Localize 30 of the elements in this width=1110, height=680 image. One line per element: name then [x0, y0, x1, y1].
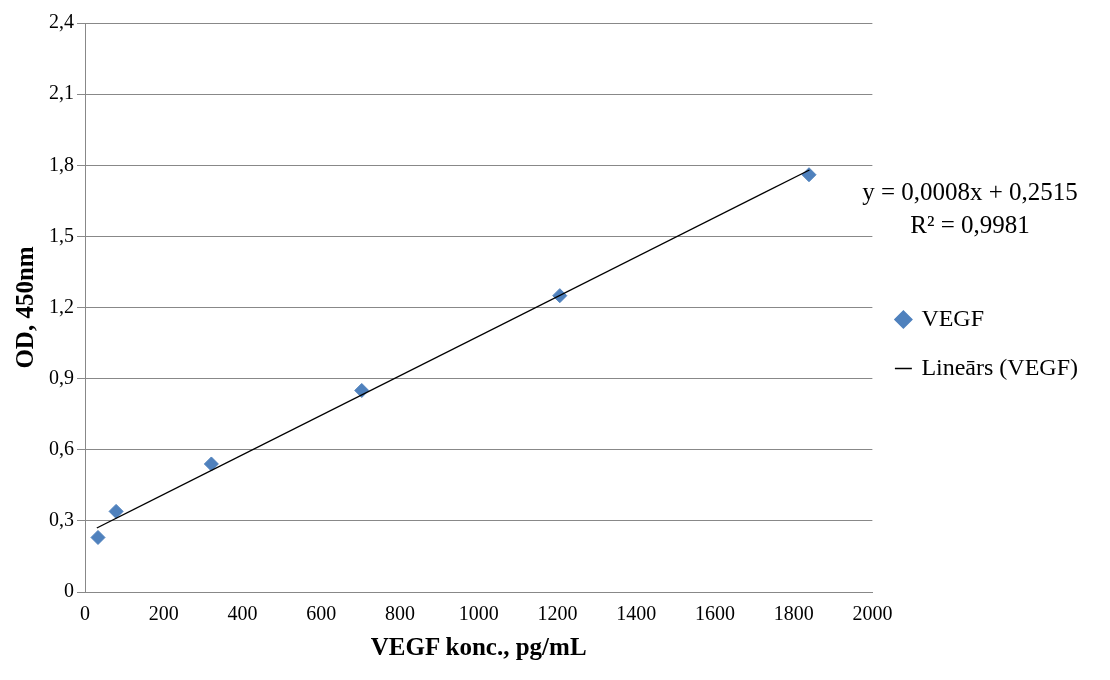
point [108, 503, 124, 519]
y-tick-label: 1,2 [49, 294, 74, 317]
x-tick-label: 400 [227, 602, 258, 625]
y-tick-label: 2,1 [49, 81, 74, 104]
x-tick-label: 1400 [616, 602, 657, 625]
y-tick-label: 0,6 [49, 437, 74, 459]
point [90, 529, 106, 545]
annotation: y = 0,0008x + 0,2515 R² = 0,9981 [862, 177, 1078, 238]
y-tick-label: 1,8 [49, 152, 74, 175]
y-axis-title: OD, 450nm [11, 246, 39, 369]
y-tick-label: 0 [64, 579, 74, 602]
y-tick-label: 2,4 [49, 10, 74, 33]
x-tick-label: 1600 [694, 602, 735, 625]
x-tick-label: 600 [306, 602, 337, 625]
x-tick-label: 200 [148, 602, 179, 625]
x-tick-label: 0 [80, 602, 90, 625]
x-tick-label: 800 [384, 602, 415, 625]
y-tick-label: 0,9 [49, 365, 74, 388]
x-tick-label: 1200 [537, 602, 578, 625]
x-tick-label: 1000 [458, 602, 499, 625]
legend-label: VEGF [921, 304, 985, 331]
x-tick-label: 2000 [852, 602, 893, 625]
point [203, 456, 219, 472]
point [801, 167, 817, 183]
x-axis-title: VEGF konc., pg/mL [370, 633, 587, 661]
y-tick-label: 0,3 [49, 508, 74, 531]
legend-label: Lineārs (VEGF) [921, 353, 1078, 380]
x-tick-label: 1800 [773, 602, 814, 625]
point [354, 382, 370, 398]
y-tick-label: 1,5 [49, 223, 74, 246]
